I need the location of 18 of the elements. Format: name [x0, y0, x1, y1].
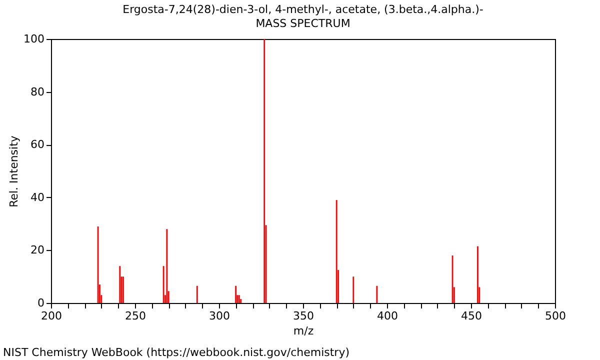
chart-subtitle: MASS SPECTRUM — [256, 17, 350, 30]
y-tick-label: 100 — [24, 32, 44, 46]
y-tick-label: 40 — [30, 190, 44, 204]
chart-title: Ergosta-7,24(28)-dien-3-ol, 4-methyl-, acetate, (3.beta.,4.alpha.)- — [122, 3, 484, 16]
text: NIST Chemistry WebBook (https://webbook.nist.gov/chemistry) — [3, 346, 350, 359]
y-axis-title: Rel. Intensity — [8, 135, 21, 208]
x-tick-label: 250 — [125, 310, 146, 322]
y-tick-label: 20 — [30, 244, 44, 257]
x-tick-label: 500 — [545, 310, 566, 322]
y-tick-label: 80 — [30, 85, 44, 98]
x-tick-label: 300 — [209, 310, 230, 322]
y-tick-label: 60 — [30, 138, 44, 152]
x-tick-label: 200 — [41, 310, 62, 322]
x-tick-label: 450 — [461, 310, 482, 322]
y-tick-label: 0 — [38, 296, 44, 310]
x-tick-label: 350 — [293, 310, 314, 322]
x-axis-title: m/z — [293, 324, 314, 338]
x-tick-label: 400 — [377, 310, 398, 322]
